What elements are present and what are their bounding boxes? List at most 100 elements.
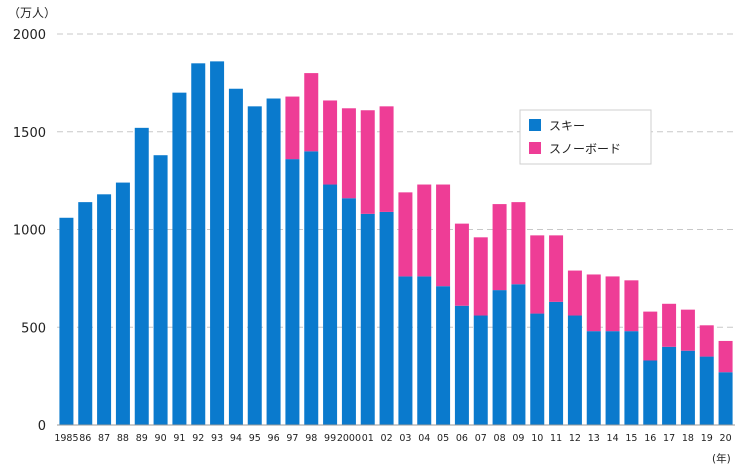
x-tick-label: 95 bbox=[249, 433, 261, 444]
bar-ski bbox=[247, 106, 262, 425]
x-tick-label: 09 bbox=[512, 433, 524, 444]
x-tick-label: 91 bbox=[173, 433, 185, 444]
x-tick-label: 2000 bbox=[337, 433, 361, 444]
bar-snowboard bbox=[454, 223, 469, 306]
bar-snowboard bbox=[341, 108, 356, 199]
bar-snowboard bbox=[398, 192, 413, 277]
bar-ski bbox=[304, 151, 319, 426]
x-tick-label: 89 bbox=[136, 433, 148, 444]
x-tick-label: 16 bbox=[644, 433, 656, 444]
bar-snowboard bbox=[436, 184, 451, 287]
bar-snowboard bbox=[379, 106, 394, 212]
bar-snowboard bbox=[285, 96, 300, 160]
bar-ski bbox=[115, 182, 130, 425]
bar-ski bbox=[454, 305, 469, 425]
x-tick-label: 08 bbox=[494, 433, 506, 444]
y-tick-label: 1000 bbox=[13, 224, 46, 239]
x-tick-label: 19 bbox=[701, 433, 713, 444]
x-tick-label: 17 bbox=[663, 433, 675, 444]
legend-swatch-ski bbox=[529, 119, 541, 131]
bar-snowboard bbox=[511, 202, 526, 285]
bar-ski bbox=[549, 301, 564, 425]
x-tick-label: 06 bbox=[456, 433, 468, 444]
x-unit-label: (年) bbox=[712, 452, 731, 465]
x-tick-label: 93 bbox=[211, 433, 223, 444]
bar-ski bbox=[78, 202, 93, 425]
bars bbox=[59, 61, 733, 426]
bar-snowboard bbox=[718, 340, 733, 373]
bar-ski bbox=[191, 63, 206, 425]
bar-ski bbox=[398, 276, 413, 425]
bar-ski bbox=[172, 92, 187, 426]
x-tick-label: 04 bbox=[418, 433, 430, 444]
x-tick-label: 94 bbox=[230, 433, 242, 444]
y-tick-label: 500 bbox=[21, 321, 46, 336]
bar-snowboard bbox=[680, 309, 695, 351]
bar-ski bbox=[379, 211, 394, 425]
x-tick-label: 15 bbox=[625, 433, 637, 444]
bar-ski bbox=[285, 159, 300, 425]
x-tick-label: 11 bbox=[550, 433, 562, 444]
bar-snowboard bbox=[567, 270, 582, 316]
bar-ski bbox=[586, 331, 601, 425]
x-tick-label: 03 bbox=[399, 433, 411, 444]
x-tick-label: 87 bbox=[98, 433, 110, 444]
x-tick-label: 05 bbox=[437, 433, 449, 444]
y-tick-label: 2000 bbox=[13, 28, 46, 43]
bar-snowboard bbox=[492, 204, 507, 291]
x-tick-label: 02 bbox=[381, 433, 393, 444]
bar-ski bbox=[341, 198, 356, 425]
bar-ski bbox=[417, 276, 432, 425]
bar-snowboard bbox=[643, 311, 658, 361]
x-tick-label: 18 bbox=[682, 433, 694, 444]
bar-snowboard bbox=[699, 325, 714, 357]
x-tick-label: 86 bbox=[79, 433, 91, 444]
bar-snowboard bbox=[360, 110, 375, 214]
bar-ski bbox=[436, 286, 451, 425]
bar-ski bbox=[473, 315, 488, 425]
x-tick-label: 07 bbox=[475, 433, 487, 444]
bar-ski bbox=[492, 290, 507, 425]
x-tick-label: 97 bbox=[286, 433, 298, 444]
bar-ski bbox=[134, 127, 149, 425]
y-tick-label: 1500 bbox=[13, 126, 46, 141]
x-tick-label: 1985 bbox=[54, 433, 78, 444]
bar-ski bbox=[323, 184, 338, 425]
bar-snowboard bbox=[304, 73, 319, 152]
bar-ski bbox=[59, 217, 74, 425]
bar-ski bbox=[605, 331, 620, 425]
bar-ski bbox=[718, 372, 733, 425]
bar-snowboard bbox=[473, 237, 488, 316]
bar-ski bbox=[680, 350, 695, 425]
x-axis-ticks: 1985 86 87 88 89 90 91 92 93 94 95 96 97 98 99 2000 01 02… bbox=[54, 433, 731, 444]
x-tick-label: 96 bbox=[268, 433, 280, 444]
x-tick-label: 13 bbox=[588, 433, 600, 444]
legend-box bbox=[519, 109, 652, 165]
bar-snowboard bbox=[662, 303, 677, 347]
bar-ski bbox=[266, 98, 281, 425]
x-tick-label: 10 bbox=[531, 433, 543, 444]
x-tick-label: 20 bbox=[720, 433, 732, 444]
y-tick-label: 0 bbox=[38, 419, 46, 434]
bar-ski bbox=[228, 88, 243, 426]
bar-ski bbox=[360, 213, 375, 425]
legend-swatch-snowboard bbox=[529, 142, 541, 154]
bar-snowboard bbox=[530, 235, 545, 314]
x-tick-label: 88 bbox=[117, 433, 129, 444]
bar-ski bbox=[624, 331, 639, 425]
legend-label-snowboard: スノーボード bbox=[549, 142, 621, 156]
bar-ski bbox=[97, 194, 112, 425]
bar-ski bbox=[530, 313, 545, 425]
legend: スキー スノーボード bbox=[519, 109, 652, 165]
x-tick-label: 12 bbox=[569, 433, 581, 444]
bar-ski bbox=[567, 315, 582, 425]
bar-snowboard bbox=[417, 184, 432, 277]
bar-snowboard bbox=[586, 274, 601, 332]
x-tick-label: 01 bbox=[362, 433, 374, 444]
bar-ski bbox=[699, 356, 714, 425]
bar-ski bbox=[511, 284, 526, 425]
legend-label-ski: スキー bbox=[549, 119, 585, 133]
bar-snowboard bbox=[549, 235, 564, 302]
x-tick-label: 90 bbox=[155, 433, 167, 444]
